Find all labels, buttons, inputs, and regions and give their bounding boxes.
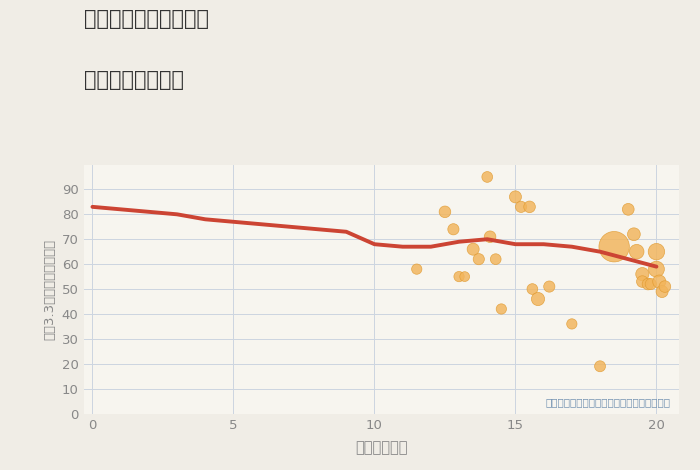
Point [651,248,662,255]
Point [510,193,521,201]
Point [544,283,555,290]
Point [637,270,648,278]
Point [527,285,538,293]
Point [622,205,634,213]
Point [484,233,496,241]
Point [411,266,422,273]
Point [631,248,643,255]
Point [637,278,648,285]
Point [448,226,459,233]
Point [496,305,507,313]
Point [468,245,479,253]
Point [643,280,654,288]
Point [659,283,671,290]
X-axis label: 駅距離（分）: 駅距離（分） [355,440,407,455]
Point [473,255,484,263]
Point [490,255,501,263]
Point [454,273,465,280]
Point [651,266,662,273]
Point [459,273,470,280]
Point [515,203,526,211]
Point [657,288,668,295]
Text: 円の大きさは、取引のあった物件面積を示す: 円の大きさは、取引のあった物件面積を示す [545,397,671,407]
Point [524,203,535,211]
Point [566,320,578,328]
Y-axis label: 坪（3.3㎡）単価（万円）: 坪（3.3㎡）単価（万円） [43,238,56,340]
Point [654,278,665,285]
Text: 兵庫県尼崎市武庫町の: 兵庫県尼崎市武庫町の [84,9,209,30]
Point [594,362,606,370]
Point [533,295,544,303]
Point [482,173,493,180]
Point [608,243,620,251]
Point [440,208,451,216]
Point [629,230,640,238]
Point [645,280,657,288]
Text: 駅距離別土地価格: 駅距離別土地価格 [84,70,184,91]
